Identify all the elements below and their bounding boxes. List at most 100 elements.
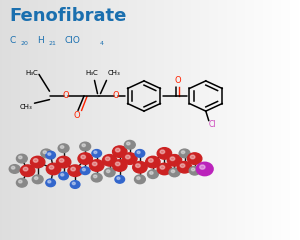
- Circle shape: [82, 144, 85, 147]
- Circle shape: [16, 179, 27, 187]
- Circle shape: [160, 150, 165, 154]
- Circle shape: [58, 144, 69, 153]
- Circle shape: [48, 180, 51, 183]
- Circle shape: [56, 156, 71, 168]
- Circle shape: [20, 165, 35, 176]
- Text: O: O: [73, 111, 80, 120]
- Text: CH₃: CH₃: [20, 104, 33, 110]
- Circle shape: [70, 181, 80, 188]
- Circle shape: [92, 162, 97, 166]
- Text: CH₃: CH₃: [108, 70, 120, 76]
- Circle shape: [112, 160, 127, 171]
- Circle shape: [43, 151, 46, 154]
- Circle shape: [80, 142, 91, 151]
- Circle shape: [31, 156, 45, 168]
- Circle shape: [60, 146, 64, 148]
- Circle shape: [137, 177, 140, 180]
- Circle shape: [115, 175, 124, 183]
- Circle shape: [177, 162, 192, 173]
- Circle shape: [134, 175, 145, 184]
- Circle shape: [123, 153, 137, 164]
- Circle shape: [68, 165, 82, 176]
- Circle shape: [82, 168, 85, 171]
- Circle shape: [72, 182, 75, 185]
- Circle shape: [80, 167, 90, 174]
- Text: 20: 20: [21, 41, 28, 46]
- Circle shape: [190, 155, 195, 159]
- Circle shape: [196, 162, 213, 176]
- Text: O: O: [175, 76, 181, 85]
- Circle shape: [94, 151, 97, 154]
- Circle shape: [124, 140, 135, 149]
- Circle shape: [180, 164, 185, 168]
- Circle shape: [150, 172, 153, 174]
- Circle shape: [160, 166, 165, 169]
- Circle shape: [91, 173, 102, 182]
- Circle shape: [148, 170, 158, 179]
- Circle shape: [81, 155, 85, 159]
- Circle shape: [136, 164, 140, 168]
- Circle shape: [89, 160, 104, 171]
- Circle shape: [104, 168, 115, 177]
- Text: H: H: [37, 36, 44, 45]
- Circle shape: [170, 157, 175, 161]
- Circle shape: [137, 151, 140, 154]
- Circle shape: [9, 165, 20, 173]
- Circle shape: [41, 149, 52, 158]
- Circle shape: [125, 155, 130, 159]
- Text: 21: 21: [49, 41, 56, 46]
- Circle shape: [157, 148, 172, 159]
- Circle shape: [133, 162, 147, 173]
- Circle shape: [179, 149, 190, 158]
- Circle shape: [188, 153, 202, 164]
- Circle shape: [34, 177, 38, 180]
- Circle shape: [148, 159, 153, 162]
- Circle shape: [32, 175, 43, 184]
- Circle shape: [59, 172, 68, 180]
- Circle shape: [92, 150, 101, 157]
- Circle shape: [169, 168, 180, 177]
- Circle shape: [146, 156, 160, 168]
- Circle shape: [106, 170, 110, 173]
- Text: ClO: ClO: [65, 36, 81, 45]
- Circle shape: [112, 146, 127, 157]
- Circle shape: [167, 155, 182, 166]
- Circle shape: [16, 154, 27, 163]
- Circle shape: [127, 142, 130, 145]
- Circle shape: [61, 174, 64, 176]
- Circle shape: [189, 166, 200, 175]
- Circle shape: [19, 156, 22, 159]
- Circle shape: [11, 166, 15, 169]
- Circle shape: [135, 150, 145, 157]
- Circle shape: [33, 159, 38, 162]
- Circle shape: [46, 151, 56, 159]
- Text: Cl: Cl: [209, 120, 216, 129]
- Circle shape: [181, 151, 185, 154]
- Text: Fenofibrate: Fenofibrate: [9, 7, 126, 25]
- Text: H₃C: H₃C: [85, 70, 98, 76]
- Circle shape: [103, 155, 117, 166]
- Text: H₃C: H₃C: [25, 70, 38, 76]
- Circle shape: [59, 159, 64, 162]
- Text: 4: 4: [100, 41, 104, 46]
- Circle shape: [117, 177, 120, 180]
- Circle shape: [46, 163, 61, 175]
- Circle shape: [71, 167, 75, 171]
- Circle shape: [78, 153, 92, 164]
- Circle shape: [49, 166, 54, 169]
- Circle shape: [171, 170, 175, 173]
- Circle shape: [23, 167, 28, 171]
- Text: O: O: [112, 91, 119, 100]
- Circle shape: [116, 162, 120, 166]
- Text: O: O: [63, 91, 69, 100]
- Circle shape: [46, 179, 56, 187]
- Circle shape: [157, 163, 172, 175]
- Text: C: C: [9, 36, 15, 45]
- Circle shape: [191, 168, 195, 171]
- Circle shape: [105, 157, 110, 161]
- Circle shape: [48, 153, 51, 155]
- Circle shape: [19, 180, 22, 183]
- Circle shape: [200, 165, 205, 169]
- Circle shape: [116, 148, 120, 152]
- Circle shape: [94, 175, 97, 178]
